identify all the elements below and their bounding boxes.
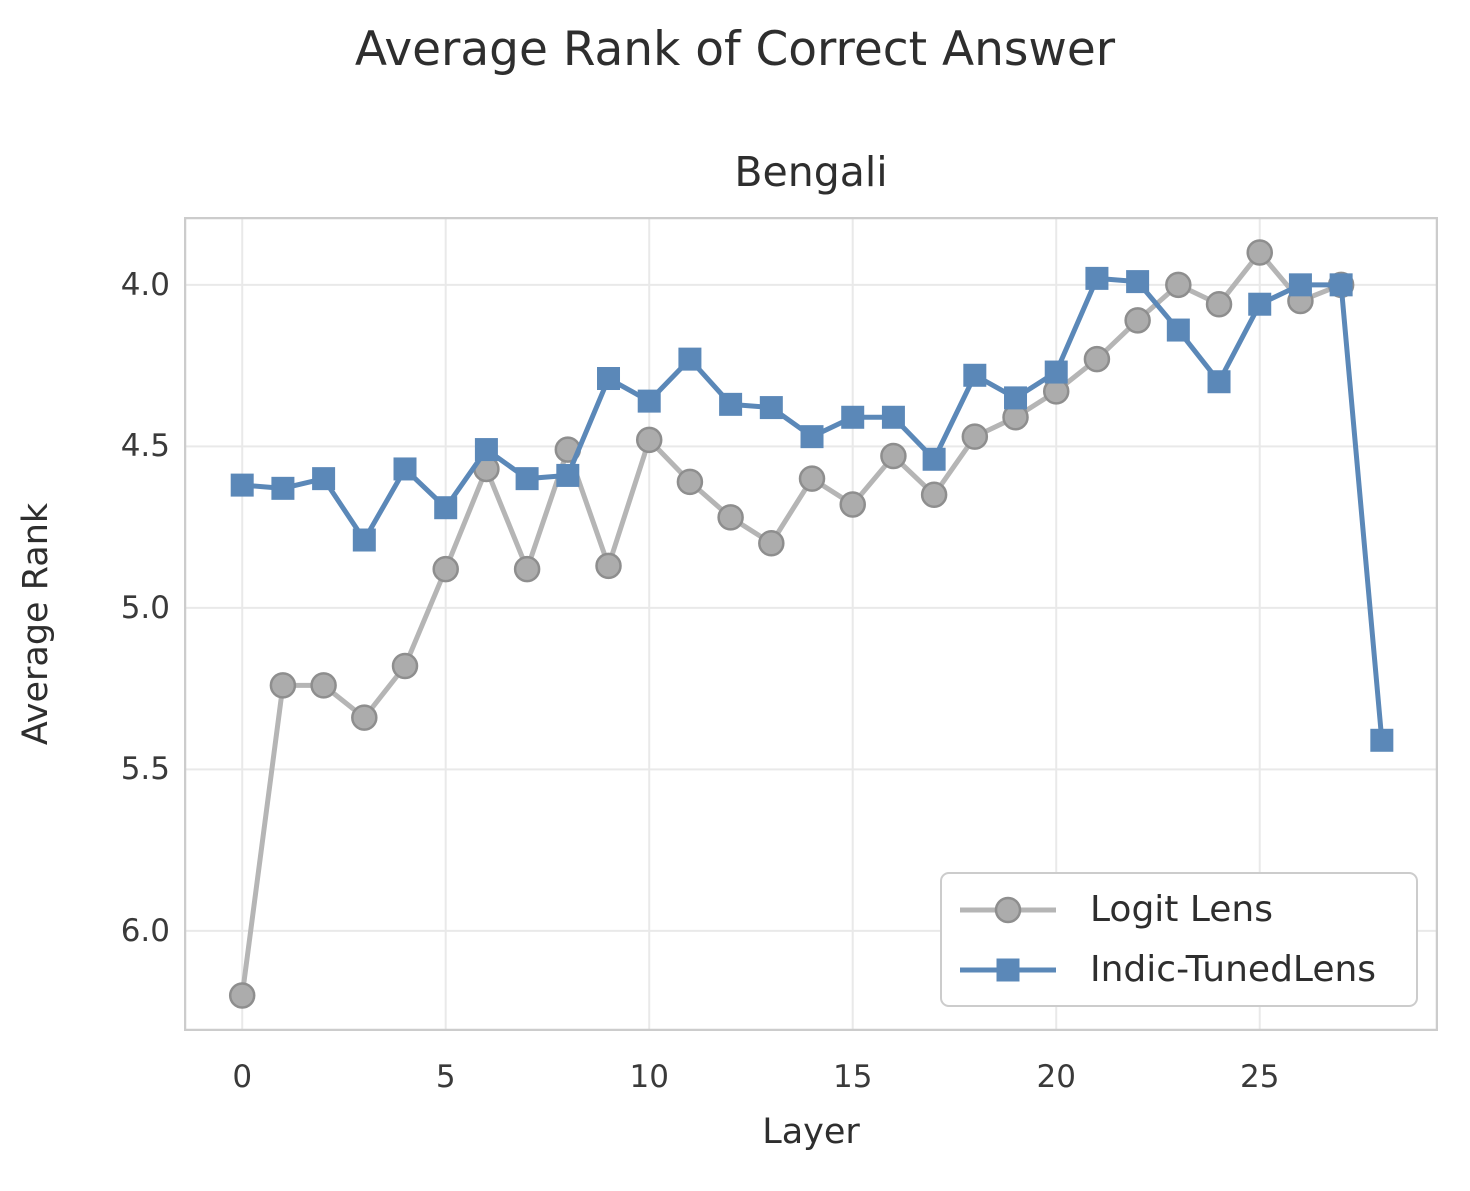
data-point-circle [351, 704, 378, 731]
figure-suptitle: Average Rank of Correct Answer [354, 22, 1116, 77]
data-point-square [352, 528, 376, 552]
data-point-square [800, 425, 824, 449]
data-point-circle [880, 442, 907, 470]
data-point-square [637, 389, 661, 413]
series-indic-tunedlens [230, 266, 1394, 752]
y-tick-label: 5.0 [120, 589, 170, 626]
legend-item-indic-tunedlens: Indic-TunedLens [956, 944, 1416, 996]
x-tick-label: 20 [1036, 1059, 1076, 1095]
data-point-square [515, 467, 539, 491]
y-tick-label: 4.0 [120, 266, 170, 303]
data-point-square [1166, 318, 1190, 342]
data-point-square [230, 473, 254, 497]
x-tick-label: 10 [629, 1059, 669, 1095]
data-point-square [719, 392, 743, 416]
data-point-square [271, 476, 295, 500]
data-point-square [1004, 386, 1028, 410]
legend-label: Indic-TunedLens [1090, 949, 1377, 990]
data-point-square [881, 405, 905, 429]
data-point-square [1248, 292, 1272, 316]
legend-square-marker [996, 958, 1020, 981]
x-tick-label: 15 [832, 1059, 873, 1095]
data-point-square [556, 463, 580, 487]
data-point-square [1044, 360, 1068, 384]
data-point-circle [717, 504, 744, 531]
data-point-circle [798, 465, 826, 492]
data-point-square [678, 347, 702, 371]
data-point-square [1085, 266, 1109, 290]
data-point-circle [1205, 290, 1233, 318]
data-point-circle [961, 423, 989, 450]
data-point-square [1370, 728, 1394, 752]
data-point-circle [1083, 345, 1111, 373]
data-point-square [393, 457, 417, 481]
data-point-square [434, 496, 458, 520]
data-point-square [759, 396, 783, 420]
data-point-square [1126, 270, 1150, 294]
x-tick-label: 5 [435, 1059, 456, 1095]
data-point-circle [839, 491, 866, 518]
data-point-square [1288, 273, 1312, 297]
y-tick-label: 6.0 [120, 912, 170, 949]
y-tick-label: 5.5 [120, 751, 170, 788]
plot-area [184, 217, 1438, 1031]
data-point-circle [310, 672, 337, 699]
data-point-circle [1165, 271, 1192, 299]
data-point-circle [635, 426, 663, 454]
data-point-circle [676, 468, 704, 496]
x-tick-label: 0 [232, 1059, 253, 1095]
y-axis-label: Average Rank [16, 502, 56, 746]
legend-circle-marker [994, 896, 1022, 923]
data-point-circle [1124, 307, 1151, 334]
data-point-circle [513, 555, 541, 583]
data-point-circle [1246, 239, 1273, 266]
data-point-square [597, 367, 621, 391]
plot-border [184, 217, 1438, 1031]
data-point-square [841, 405, 865, 429]
logit-lens-marker-icon [960, 896, 1056, 923]
data-point-circle [595, 552, 622, 580]
data-point-square [1207, 370, 1231, 394]
y-tick-label: 4.5 [120, 428, 170, 465]
data-point-square [474, 438, 498, 462]
legend: Logit Lens Indic-TunedLens [940, 872, 1418, 1007]
data-point-square [312, 467, 336, 491]
data-point-circle [920, 481, 948, 509]
indic-tunedlens-marker-icon [960, 958, 1056, 981]
data-point-circle [758, 529, 785, 557]
data-point-square [963, 363, 987, 387]
data-point-circle [391, 652, 419, 680]
legend-label: Logit Lens [1090, 889, 1274, 930]
x-axis-label: Layer [762, 1112, 860, 1152]
x-tick-label: 25 [1239, 1059, 1280, 1095]
data-point-circle [269, 672, 297, 699]
axes-title: Bengali [734, 148, 888, 196]
data-point-circle [228, 982, 256, 1009]
data-point-square [1329, 273, 1353, 297]
data-point-circle [432, 555, 459, 583]
legend-item-logit-lens: Logit Lens [956, 884, 1416, 936]
data-point-square [922, 447, 946, 471]
